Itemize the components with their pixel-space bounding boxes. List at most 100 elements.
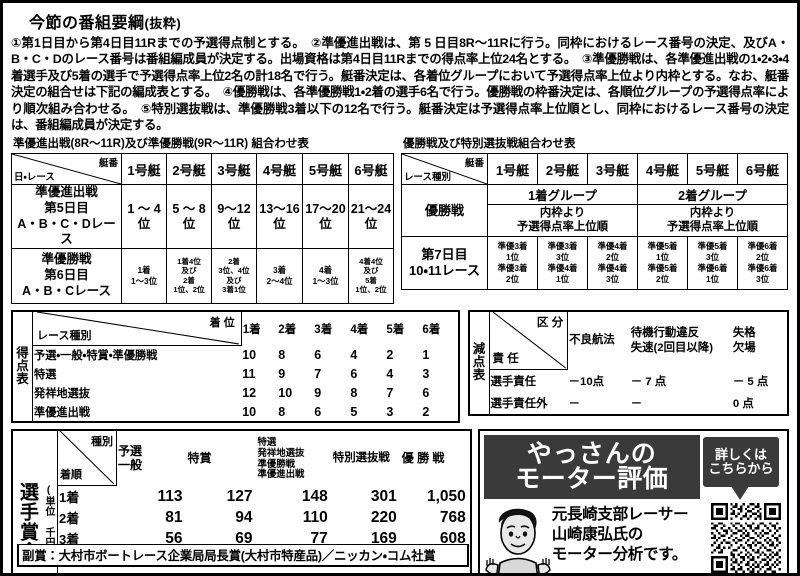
- prize-row-0-rank: 1着: [59, 490, 80, 506]
- combo-right-inner-1: 内枠より 予選得点率上位順: [487, 204, 638, 238]
- prize-corner: 種別 着順: [58, 431, 118, 487]
- points-row: 準優進出戦 10 8 6 5 3 2: [33, 402, 458, 421]
- penalty-corner: 区 分 責 任: [489, 311, 569, 370]
- combo-left-row2-cell-2: 1着4位 及び 2着 1位、2位: [166, 247, 212, 304]
- motor-evaluation-ad[interactable]: やっさんの モーター評価 詳しくは こちらから: [477, 429, 789, 573]
- prize-row-1-v1: 94: [235, 508, 253, 526]
- prize-col-3: 特選 発祥地選抜 準優勝戦 準優進出戦: [257, 431, 332, 486]
- prize-ad-row: 選手賞金 (単位 千円) 種別 着順 予選 一般: [3, 423, 797, 573]
- combo-left-corner-top: 艇番: [98, 158, 118, 170]
- diagonal-slash-icon: [492, 311, 566, 369]
- penalty-row: 選手責任外 － － 0 点: [490, 392, 788, 414]
- penalty-row-0-name: 選手責任: [490, 375, 537, 388]
- penalty-side-c3: 表: [472, 368, 486, 383]
- diagonal-slash-icon: [402, 154, 487, 184]
- penalty-side-c2: 点: [472, 355, 486, 370]
- diagonal-slash-icon: [12, 154, 121, 184]
- combo-left-row1-label: 準優進出戦 第5日目 A・B・C・Dレース: [11, 184, 122, 249]
- points-row: 特選 11 9 7 6 4 3: [33, 364, 458, 383]
- page-title: 今節の番組要綱(抜粋): [29, 9, 789, 33]
- combo-left-row1-cell-5: 17〜20 位: [302, 184, 349, 249]
- combo-right-boat-3: 3号艇: [587, 153, 638, 186]
- ad-body-line-2: 山崎康弘氏の: [551, 526, 644, 544]
- prize-col-3-l2: 発祥地選抜: [257, 446, 305, 458]
- points-corner-bottom: レース種別: [37, 329, 92, 342]
- prize-side-unit: (単位 千円): [43, 485, 54, 559]
- combo-left-row2-cell-3: 2着 3位、4位 及び 3着1位: [211, 247, 257, 304]
- prize-row-1-v4: 768: [439, 508, 466, 526]
- points-row-3-v1: 8: [278, 404, 286, 419]
- prize-footnote-box: 副賞：大村市ボートレース企業局局長賞(大村市特産品)／ニッカン・コム社賞: [17, 544, 469, 567]
- combo-left-row-junyusho: 準優勝戦 第6日目 A・B・Cレース 1着 1〜3位 1着4位 及び 2着 1位…: [11, 247, 394, 304]
- ad-cta-bubble[interactable]: 詳しくは こちらから: [703, 437, 779, 488]
- penalty-row: 選手責任 －10点 － 7 点 － 5 点: [490, 369, 788, 392]
- points-row-0-name: 予選・一般・特賞・準優勝戦: [34, 350, 158, 362]
- combo-right-group-2: 2着グループ: [637, 184, 788, 206]
- prize-row-0-v1: 127: [226, 487, 253, 505]
- combo-left-boat-6: 6号艇: [348, 153, 394, 186]
- combo-right-caption: 優勝戦及び特別選抜戦組合わせ表: [403, 138, 576, 151]
- outline-section: 今節の番組要綱(抜粋) ①第1日目から第4日目11Rまでの予選得点制とする。 ②…: [3, 3, 797, 135]
- combo-right-day-cell-1: 準優3着 1位 準優3着 2位: [487, 236, 538, 291]
- combo-right-day-cell-3: 準優4着 2位 準優4着 3位: [587, 236, 638, 291]
- penalty-col-3: 失格 欠場: [732, 312, 787, 370]
- combo-left-row2-cell-6: 4着4位 及び 5着 1位、2位: [348, 247, 394, 304]
- points-row-2-v4: 7: [386, 385, 394, 400]
- prize-row: 2着 81 94 110 220 768: [58, 507, 470, 528]
- combo-right-corner-top: 艇番: [464, 158, 484, 170]
- prize-col-1-l2: 一般: [118, 457, 143, 472]
- prize-row-2-v0: 56: [165, 529, 183, 547]
- prize-row-4-v1: 34: [187, 570, 257, 573]
- prize-row-2-v2: 77: [310, 529, 328, 547]
- penalty-col-1: 不良航法: [569, 334, 615, 347]
- points-col-1: 1着: [242, 323, 261, 336]
- prize-row-0-v2: 148: [301, 487, 328, 505]
- combo-right-inner-1-l2: 予選得点率上位順: [516, 220, 609, 233]
- prize-col-4: 特別選抜戦: [332, 451, 390, 464]
- points-penalty-row: 得 点 表 着 位 レース種別 1着 2着 3着: [3, 304, 797, 424]
- combo-right-day-cell-4: 準優5着 1位 準優5着 2位: [637, 236, 688, 291]
- prize-col-1: 予選 一般: [117, 431, 187, 486]
- combo-right-boat-4: 4号艇: [637, 153, 688, 186]
- combo-left-row1-label-l2: 第5日目: [44, 200, 89, 215]
- prize-row-4-v4: 441: [401, 570, 470, 573]
- prize-side-labels: 選手賞金 (単位 千円): [13, 431, 58, 573]
- points-row-3-name: 準優進出戦: [34, 406, 90, 419]
- points-table-frame: 得 点 表 着 位 レース種別 1着 2着 3着: [11, 309, 460, 424]
- combo-right-day-cell-6: 準優6着 2位 準優6着 3位: [737, 236, 788, 291]
- combo-table-right: 艇番 レース種別 1号艇 2号艇 3号艇 4号艇 5号艇 6号艇 優勝戦 1着グ…: [401, 153, 788, 291]
- points-row-1-v5: 3: [422, 366, 430, 381]
- outline-body-text: ①第1日目から第4日目11Rまでの予選得点制とする。 ②準優進出戦は、第 5 日…: [11, 36, 789, 132]
- combo-right-boat-1: 1号艇: [487, 153, 538, 186]
- prize-col-3-l1: 特選: [257, 436, 277, 448]
- prize-row-1-v3: 220: [370, 508, 397, 526]
- combo-left-boat-2: 2号艇: [166, 153, 212, 186]
- combo-right-inner-row: 内枠より 予選得点率上位順 内枠より 予選得点率上位順: [402, 204, 788, 238]
- points-row-0-v4: 2: [386, 347, 394, 362]
- points-side-c3: 表: [16, 372, 29, 387]
- diagonal-slash-icon: [36, 311, 239, 345]
- points-row-3-v4: 3: [386, 404, 394, 419]
- combo-right-inner-2-l1: 内枠より: [689, 207, 736, 220]
- penalty-table-frame: 減 点 表 区 分 責 任 不良航法 待機行動違反 失速: [467, 309, 789, 416]
- points-row-3-v2: 6: [314, 404, 322, 419]
- qr-code-icon[interactable]: [711, 503, 781, 573]
- points-row-3-v0: 10: [242, 404, 257, 419]
- ad-cta-line-1: 詳しくは: [714, 446, 767, 462]
- penalty-row-1-v0: －: [568, 397, 581, 410]
- prize-row-1-v2: 110: [302, 508, 328, 526]
- combo-right-day-label-l1: 第7日目: [421, 247, 468, 262]
- ad-body-text: 元長崎支部レーサー 山崎康弘氏の モーター分析です。: [552, 505, 689, 564]
- prize-side-label: 選手賞金: [17, 481, 38, 562]
- penalty-table-side-label: 減 点 表: [470, 311, 490, 414]
- prize-row-4-v0: 27: [117, 570, 187, 573]
- combo-left-row2-label-l3: A・B・Cレース: [22, 283, 111, 298]
- person-illustration-icon: [484, 509, 551, 573]
- combo-right-day-label-l2: 10・11レース: [409, 263, 480, 279]
- points-table-side-label: 得 点 表: [13, 311, 33, 422]
- combo-right-day-cell-2: 準優3着 3位 準優4着 1位: [537, 236, 588, 291]
- points-corner-top: 着 位: [209, 316, 235, 329]
- ad-cta-tail-icon: [731, 486, 749, 501]
- points-col-6: 6着: [422, 323, 441, 336]
- combo-left-caption: 準優進出戦(8R〜11R)及び準優勝戦(9R〜11R) 組合わせ表: [13, 138, 309, 151]
